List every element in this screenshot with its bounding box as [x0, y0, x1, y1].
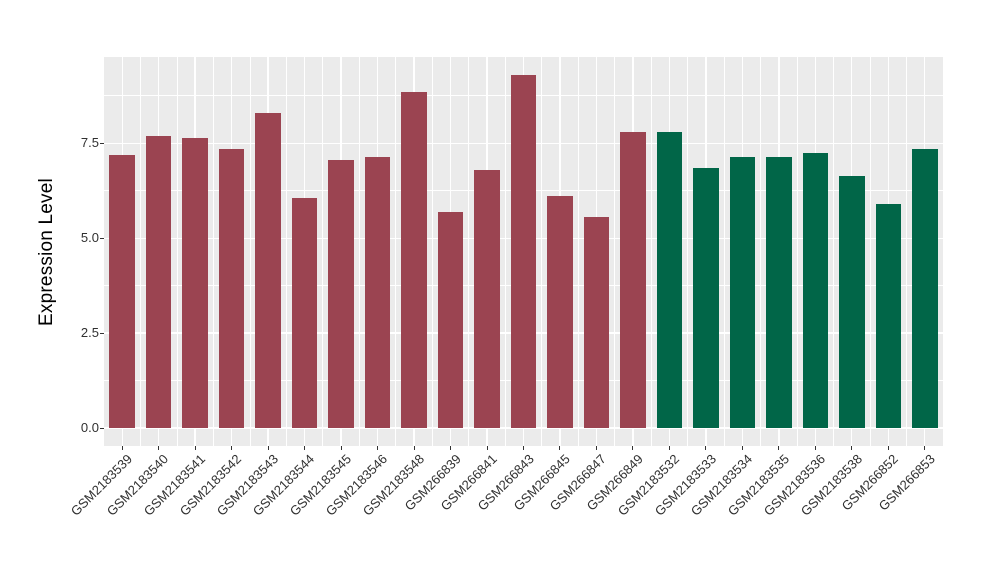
- bar: [583, 217, 610, 429]
- bar: [109, 154, 135, 429]
- bar: [510, 74, 537, 429]
- bar: [729, 156, 756, 429]
- minor-gridline-x: [577, 57, 579, 446]
- bar: [474, 169, 500, 429]
- bar: [291, 198, 318, 429]
- x-tick-mark: [814, 446, 816, 450]
- bar: [218, 148, 245, 429]
- minor-gridline-x: [431, 57, 433, 446]
- x-tick-mark: [632, 446, 634, 450]
- bar: [620, 131, 646, 429]
- x-tick-mark: [595, 446, 597, 450]
- minor-gridline-x: [395, 57, 397, 446]
- bar: [875, 204, 902, 429]
- x-tick-mark: [413, 446, 415, 450]
- bar: [145, 135, 172, 429]
- x-tick-mark: [304, 446, 306, 450]
- minor-gridline-x: [906, 57, 907, 446]
- bar: [364, 156, 391, 429]
- x-tick-mark: [523, 446, 524, 450]
- y-tick-mark: [100, 237, 104, 239]
- bar: [547, 196, 573, 429]
- x-tick-mark: [194, 446, 196, 450]
- y-tick-label: 7.5: [80, 135, 99, 151]
- x-tick-mark: [486, 446, 488, 450]
- minor-gridline-x: [760, 57, 761, 446]
- x-tick-mark: [121, 446, 123, 450]
- x-tick-mark: [741, 446, 743, 450]
- minor-gridline-x: [322, 57, 324, 446]
- bar: [911, 148, 938, 429]
- bar: [656, 131, 683, 429]
- minor-gridline-x: [650, 57, 652, 446]
- minor-gridline-x: [176, 57, 178, 446]
- x-tick-mark: [158, 446, 160, 450]
- y-tick-mark: [100, 142, 104, 144]
- minor-gridline-x: [140, 57, 141, 446]
- minor-gridline-x: [285, 57, 287, 446]
- x-tick-mark: [924, 446, 926, 450]
- y-tick-label: 0.0: [80, 420, 99, 436]
- bar: [693, 167, 719, 429]
- bar: [182, 137, 208, 429]
- x-tick-mark: [377, 446, 379, 450]
- x-tick-mark: [267, 446, 269, 450]
- minor-gridline-x: [614, 57, 616, 446]
- x-tick-mark: [450, 446, 452, 450]
- y-tick-label: 5.0: [80, 230, 99, 246]
- minor-gridline-x: [541, 57, 543, 446]
- bar: [437, 211, 464, 429]
- x-tick-mark: [778, 446, 780, 450]
- x-tick-mark: [559, 446, 561, 450]
- minor-gridline-x: [796, 57, 798, 446]
- x-tick-mark: [231, 446, 233, 450]
- bar: [766, 156, 792, 429]
- x-tick-mark: [851, 446, 853, 450]
- x-tick-mark: [668, 446, 670, 450]
- minor-gridline-x: [213, 57, 214, 446]
- plot-panel: [104, 57, 943, 446]
- bar: [839, 175, 865, 429]
- y-tick-mark: [100, 332, 104, 334]
- x-tick-mark: [340, 446, 342, 450]
- minor-gridline-x: [687, 57, 689, 446]
- minor-gridline-x: [249, 57, 251, 446]
- minor-gridline-x: [504, 57, 506, 446]
- minor-gridline-x: [833, 57, 834, 446]
- y-axis-title: Expression Level: [36, 177, 58, 326]
- bar: [328, 160, 354, 429]
- x-tick-mark: [705, 446, 707, 450]
- x-tick-mark: [887, 446, 889, 450]
- minor-gridline-x: [468, 57, 470, 446]
- bar: [802, 152, 829, 429]
- y-tick-label: 2.5: [80, 325, 99, 341]
- bar: [255, 112, 281, 429]
- minor-gridline-x: [869, 57, 871, 446]
- bar: [401, 91, 427, 429]
- minor-gridline-x: [358, 57, 360, 446]
- minor-gridline-x: [723, 57, 725, 446]
- y-tick-mark: [100, 427, 104, 429]
